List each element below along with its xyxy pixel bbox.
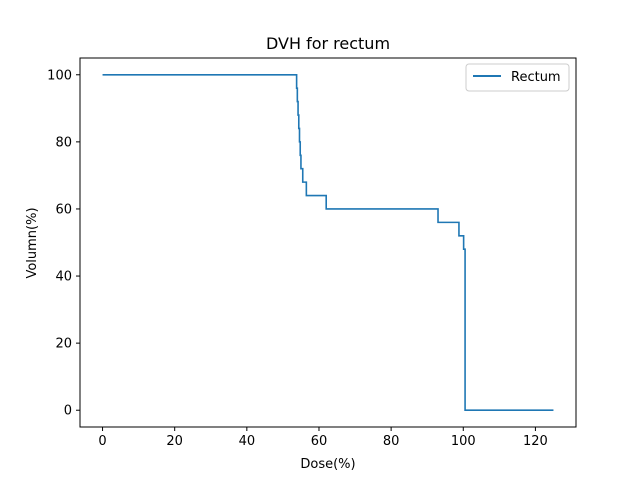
x-tick-label: 40	[239, 434, 256, 449]
legend: Rectum	[465, 63, 570, 92]
y-axis-label: Volumn(%)	[25, 207, 40, 278]
y-tick-label: 80	[55, 135, 72, 150]
series-line-rectum	[102, 73, 554, 412]
x-tick-label: 60	[311, 434, 328, 449]
plot-frame	[79, 57, 577, 428]
x-tick-label: 20	[166, 434, 183, 449]
x-axis-ticks: 0 20 40 60 80 100 120	[98, 427, 548, 449]
legend-label-rectum: Rectum	[511, 70, 561, 85]
x-axis-label: Dose(%)	[300, 457, 355, 472]
y-tick-label: 40	[55, 270, 72, 285]
y-tick-label: 100	[47, 68, 72, 83]
plot-area	[79, 57, 577, 428]
x-tick-label: 100	[451, 434, 476, 449]
y-tick-label: 20	[55, 337, 72, 352]
x-tick-label: 0	[98, 434, 106, 449]
x-tick-label: 120	[523, 434, 548, 449]
y-axis-ticks: 0 20 40 60 80 100	[47, 68, 80, 419]
x-tick-label: 80	[383, 434, 400, 449]
y-tick-label: 60	[55, 202, 72, 217]
legend-box	[465, 63, 570, 92]
y-tick-label: 0	[64, 404, 72, 419]
chart-title: DVH for rectum	[266, 34, 390, 53]
